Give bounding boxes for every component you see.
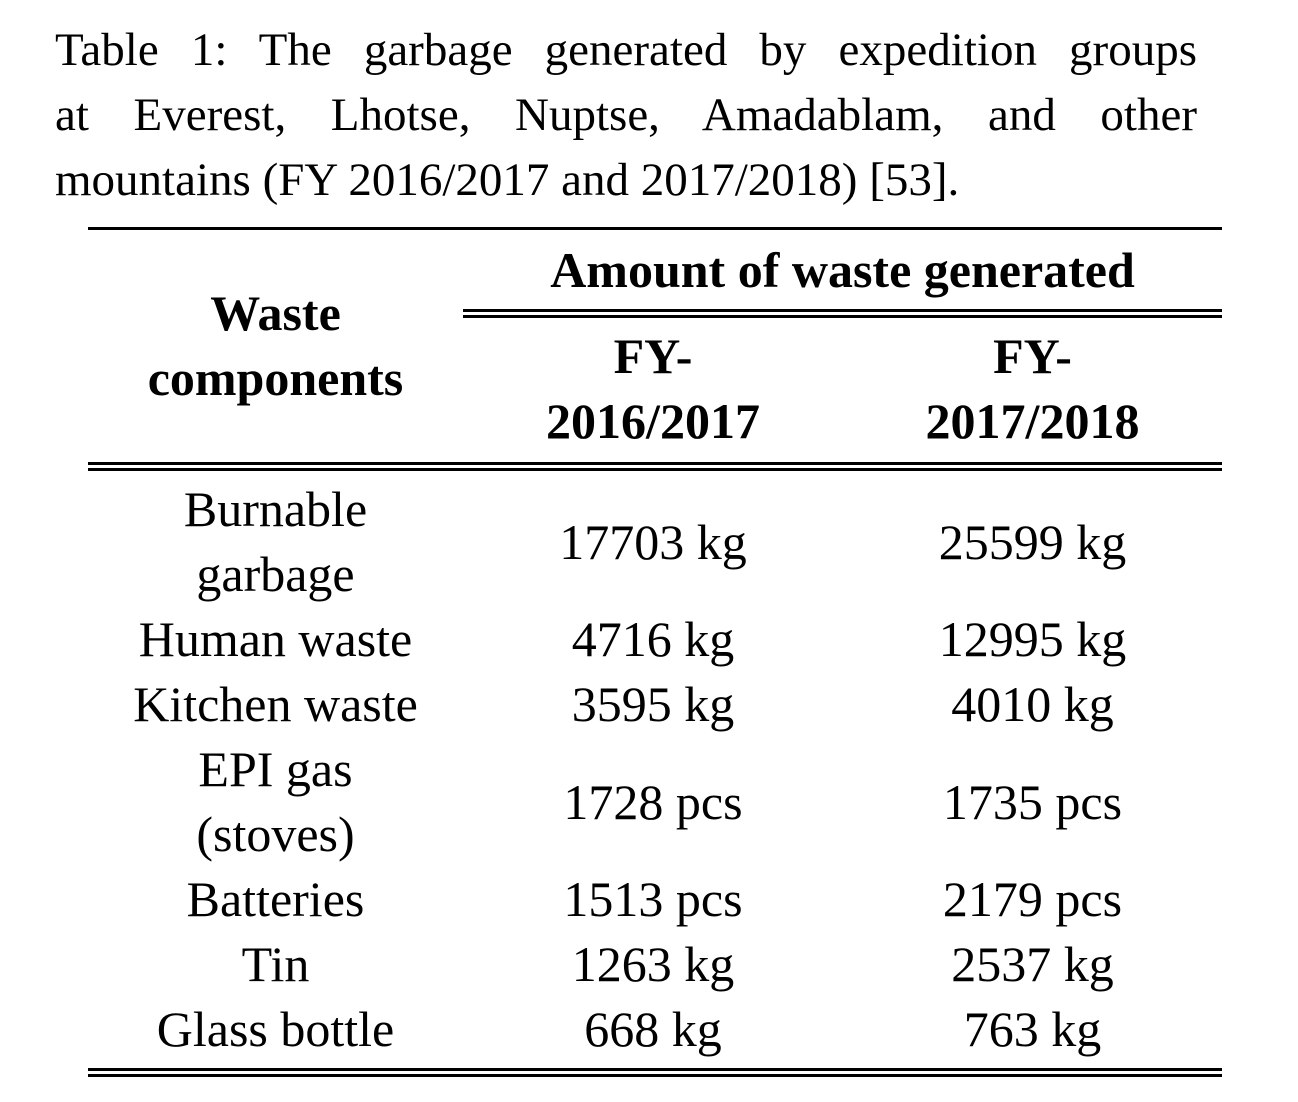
fy-2017-2018-value: 4010 kg <box>951 676 1114 732</box>
header-row-group: Waste components Amount of waste generat… <box>88 228 1222 471</box>
waste-component-cell: Glass bottle <box>88 997 463 1077</box>
caption-line-2: at Everest, Lhotse, Nuptse, Amadablam, a… <box>55 89 1197 141</box>
table-row: Kitchen waste 3595 kg 4010 kg <box>88 672 1222 737</box>
header-row-years: FY- 2016/2017 FY- 2017/2018 <box>88 313 1222 471</box>
fy-2016-2017-value: 17703 kg <box>559 513 747 570</box>
table-row: Human waste 4716 kg 12995 kg <box>88 607 1222 672</box>
fy-2017-2018-value: 1735 pcs <box>942 773 1123 830</box>
waste-component-cell: Burnable garbage <box>183 481 368 602</box>
fy-2016-2017-value: 1513 pcs <box>563 871 743 927</box>
paper-table-page: Table 1: The garbage generated by expedi… <box>0 18 1298 1102</box>
fy-2016-2017-value: 1728 pcs <box>563 773 743 830</box>
fy-2016-2017-value: 4716 kg <box>571 611 735 667</box>
table-row: EPI gas (stoves) 1728 pcs 1735 pcs <box>88 737 1222 867</box>
fy-2016-2017-value: 3595 kg <box>571 676 735 732</box>
table-row: Glass bottle 668 kg 763 kg <box>88 997 1222 1077</box>
table-row: Tin 1263 kg 2537 kg <box>88 932 1222 997</box>
table-row: Batteries 1513 pcs 2179 pcs <box>88 867 1222 932</box>
waste-component-cell: Human waste <box>138 611 413 667</box>
table-header: Waste components Amount of waste generat… <box>88 228 1222 471</box>
table-caption: Table 1: The garbage generated by expedi… <box>55 18 1197 213</box>
caption-line-1: Table 1: The garbage generated by expedi… <box>55 24 1197 76</box>
waste-component-cell: Batteries <box>186 871 365 927</box>
table-row: Burnable garbage 17703 kg 25599 kg <box>88 467 1222 608</box>
fy-2016-2017-value: 668 kg <box>463 997 843 1077</box>
header-waste-components: Waste components <box>88 228 463 471</box>
fy-2017-2018-value: 2537 kg <box>951 936 1114 992</box>
waste-component-cell: Tin <box>241 936 310 992</box>
fy-2016-2017-value: 1263 kg <box>571 936 735 992</box>
fy-2017-2018-value: 763 kg <box>843 997 1222 1077</box>
caption-line-3: mountains (FY 2016/2017 and 2017/2018) [… <box>55 154 960 206</box>
waste-component-cell: EPI gas (stoves) <box>196 741 355 862</box>
fy-2017-2018-value: 12995 kg <box>938 611 1127 667</box>
header-fy-2017-2018: FY- 2017/2018 <box>843 313 1222 471</box>
table-body: Burnable garbage 17703 kg 25599 kg Human… <box>88 467 1222 1077</box>
waste-table: Waste components Amount of waste generat… <box>88 227 1222 1077</box>
fy-2017-2018-value: 2179 pcs <box>942 871 1123 927</box>
header-amount-of-waste-generated: Amount of waste generated <box>463 228 1222 318</box>
fy-2017-2018-value: 25599 kg <box>938 513 1127 570</box>
waste-component-cell: Kitchen waste <box>133 676 418 732</box>
header-fy-2016-2017: FY- 2016/2017 <box>463 313 843 471</box>
